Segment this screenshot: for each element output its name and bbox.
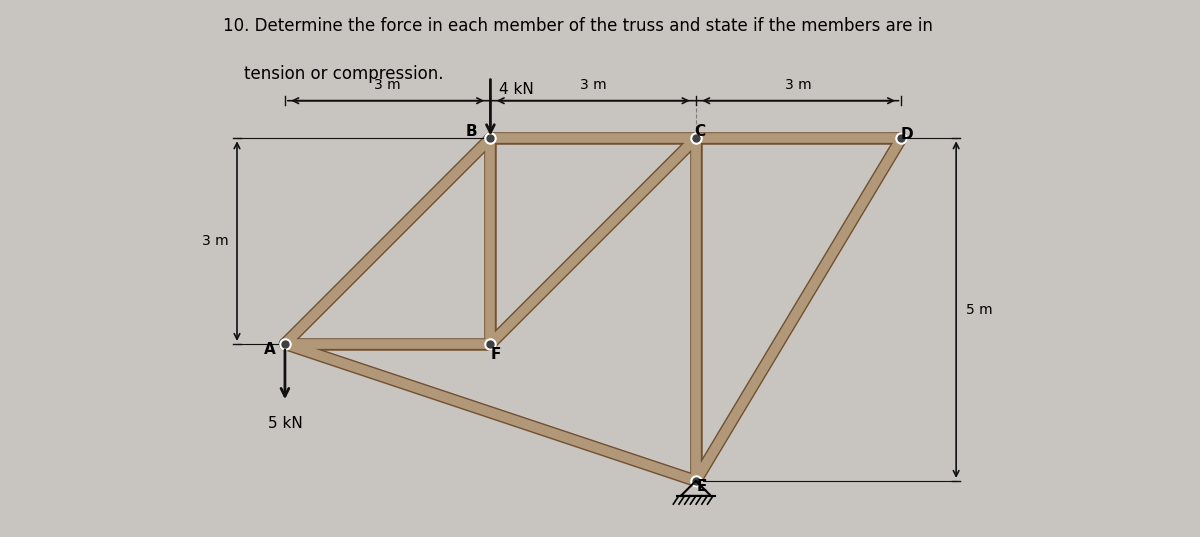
Text: 10. Determine the force in each member of the truss and state if the members are: 10. Determine the force in each member o… xyxy=(223,17,932,35)
Text: tension or compression.: tension or compression. xyxy=(223,66,444,83)
Text: A: A xyxy=(264,342,276,357)
Text: 4 kN: 4 kN xyxy=(499,82,533,97)
Text: 3 m: 3 m xyxy=(202,234,229,248)
Text: 3 m: 3 m xyxy=(785,78,812,92)
Text: B: B xyxy=(466,124,478,139)
Text: D: D xyxy=(900,127,913,142)
Text: 3 m: 3 m xyxy=(374,78,401,92)
Text: F: F xyxy=(491,346,502,361)
Text: C: C xyxy=(695,124,706,139)
Text: 5 m: 5 m xyxy=(966,302,994,317)
Text: E: E xyxy=(696,479,707,494)
Text: 3 m: 3 m xyxy=(580,78,606,92)
Text: 5 kN: 5 kN xyxy=(268,416,302,431)
